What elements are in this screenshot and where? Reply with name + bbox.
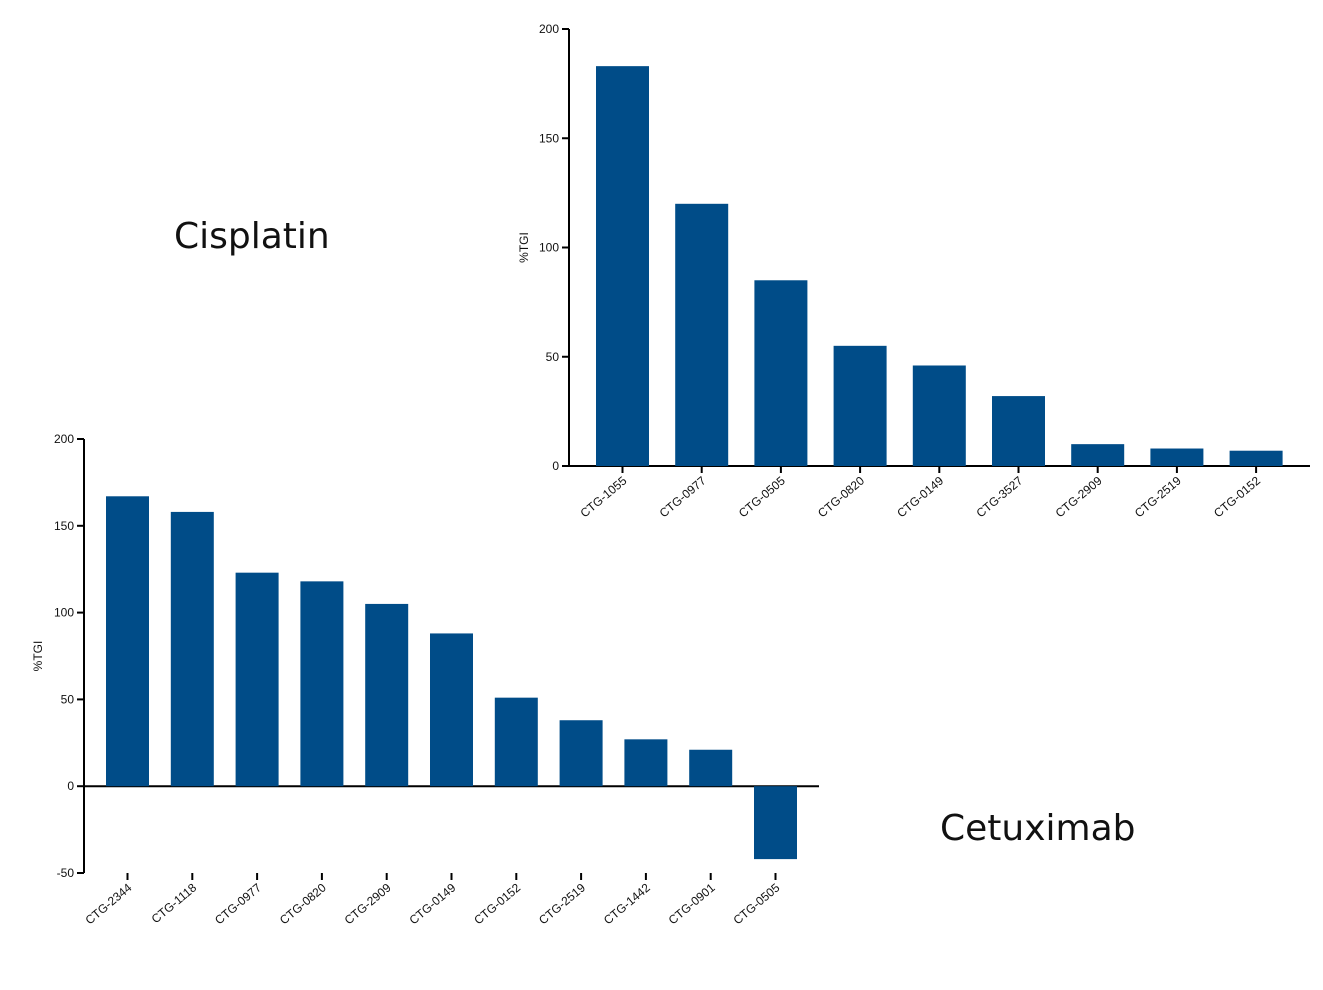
bar-ctg-2344 [106,496,149,787]
bar-ctg-0152 [1229,450,1283,466]
bar-ctg-2909 [1071,444,1125,466]
bar-ctg-2519 [559,720,603,787]
bar-ctg-0977 [675,203,729,467]
cetuximab-label: Cetuximab [940,808,1136,849]
bar-ctg-0152 [494,697,538,787]
bar-ctg-0901 [689,749,733,787]
x-tick-label: CTG-1442 [601,880,653,927]
x-tick-label: CTG-2909 [342,880,394,927]
x-tick-label: CTG-0152 [471,880,523,927]
bar-ctg-0505 [754,280,808,466]
x-tick-label: CTG-0149 [407,880,459,927]
x-tick-label: CTG-0820 [277,880,329,927]
y-tick-label: 0 [67,779,74,793]
y-tick-label: 150 [539,131,559,145]
x-tick-label: CTG-0505 [731,880,783,927]
y-tick-label: 50 [61,692,75,706]
chart-1-group: -50 0 50 100 150 200 %TGI CTG-2344 CTG-1118 CTG-0… [31,432,819,927]
y-tick-label: 0 [552,459,559,473]
bar-ctg-1442 [624,739,668,787]
bar-ctg-0820 [300,581,344,787]
bar-ctg-0149 [430,633,473,787]
y-tick-label: -50 [57,866,75,880]
y-axis-label: %TGI [31,641,45,672]
bar-ctg-0149 [912,365,966,466]
x-tick-label: CTG-0901 [666,880,718,927]
bar-ctg-0977 [235,572,279,787]
cisplatin-label: Cisplatin [174,216,330,257]
bar-ctg-0505 [754,786,797,860]
y-tick-label: 50 [546,350,560,364]
x-tick-label: CTG-1118 [149,880,200,926]
bar-ctg-2909 [365,603,409,787]
bar-ctg-1055 [596,66,649,467]
x-tick-label: CTG-0977 [212,880,264,927]
x-tick-label: CTG-2344 [83,880,135,927]
bar-ctg-1118 [170,511,214,787]
y-tick-label: 200 [54,432,74,446]
y-tick-label: 100 [54,606,74,620]
y-tick-label: 200 [539,22,559,36]
x-tick-label: CTG-2519 [536,880,588,927]
y-tick-label: 100 [539,241,559,255]
y-tick-label: 150 [54,519,74,533]
bar-ctg-3527 [992,396,1045,466]
bar-ctg-2519 [1150,448,1204,466]
y-axis-label: %TGI [517,232,531,263]
bar-ctg-0820 [833,345,887,466]
